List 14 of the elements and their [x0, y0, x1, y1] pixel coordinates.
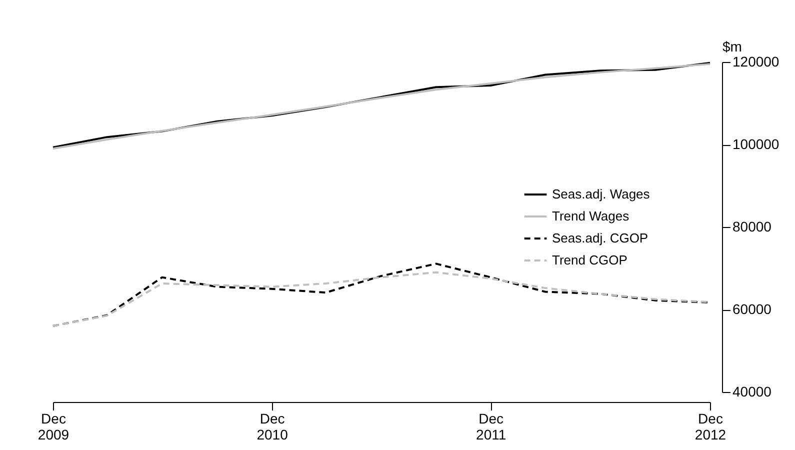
y-tick-label: 80000 [732, 218, 772, 234]
x-tick-label: Dec 2010 [256, 410, 288, 442]
legend-label: Seas.adj. CGOP [552, 230, 648, 246]
legend-label: Seas.adj. Wages [552, 186, 650, 202]
x-tick-label: Dec 2011 [476, 410, 506, 442]
legend-label: Trend CGOP [552, 252, 628, 268]
y-tick-label: 100000 [732, 136, 780, 152]
legend-label: Trend Wages [552, 208, 630, 224]
x-tick-label: Dec 2009 [38, 410, 70, 442]
x-tick-label: Dec 2012 [694, 410, 726, 442]
y-tick-label: 120000 [732, 54, 780, 70]
y-tick-label: 40000 [732, 384, 772, 400]
y-tick-label: 60000 [732, 301, 772, 317]
y-axis-title: $m [722, 38, 742, 54]
